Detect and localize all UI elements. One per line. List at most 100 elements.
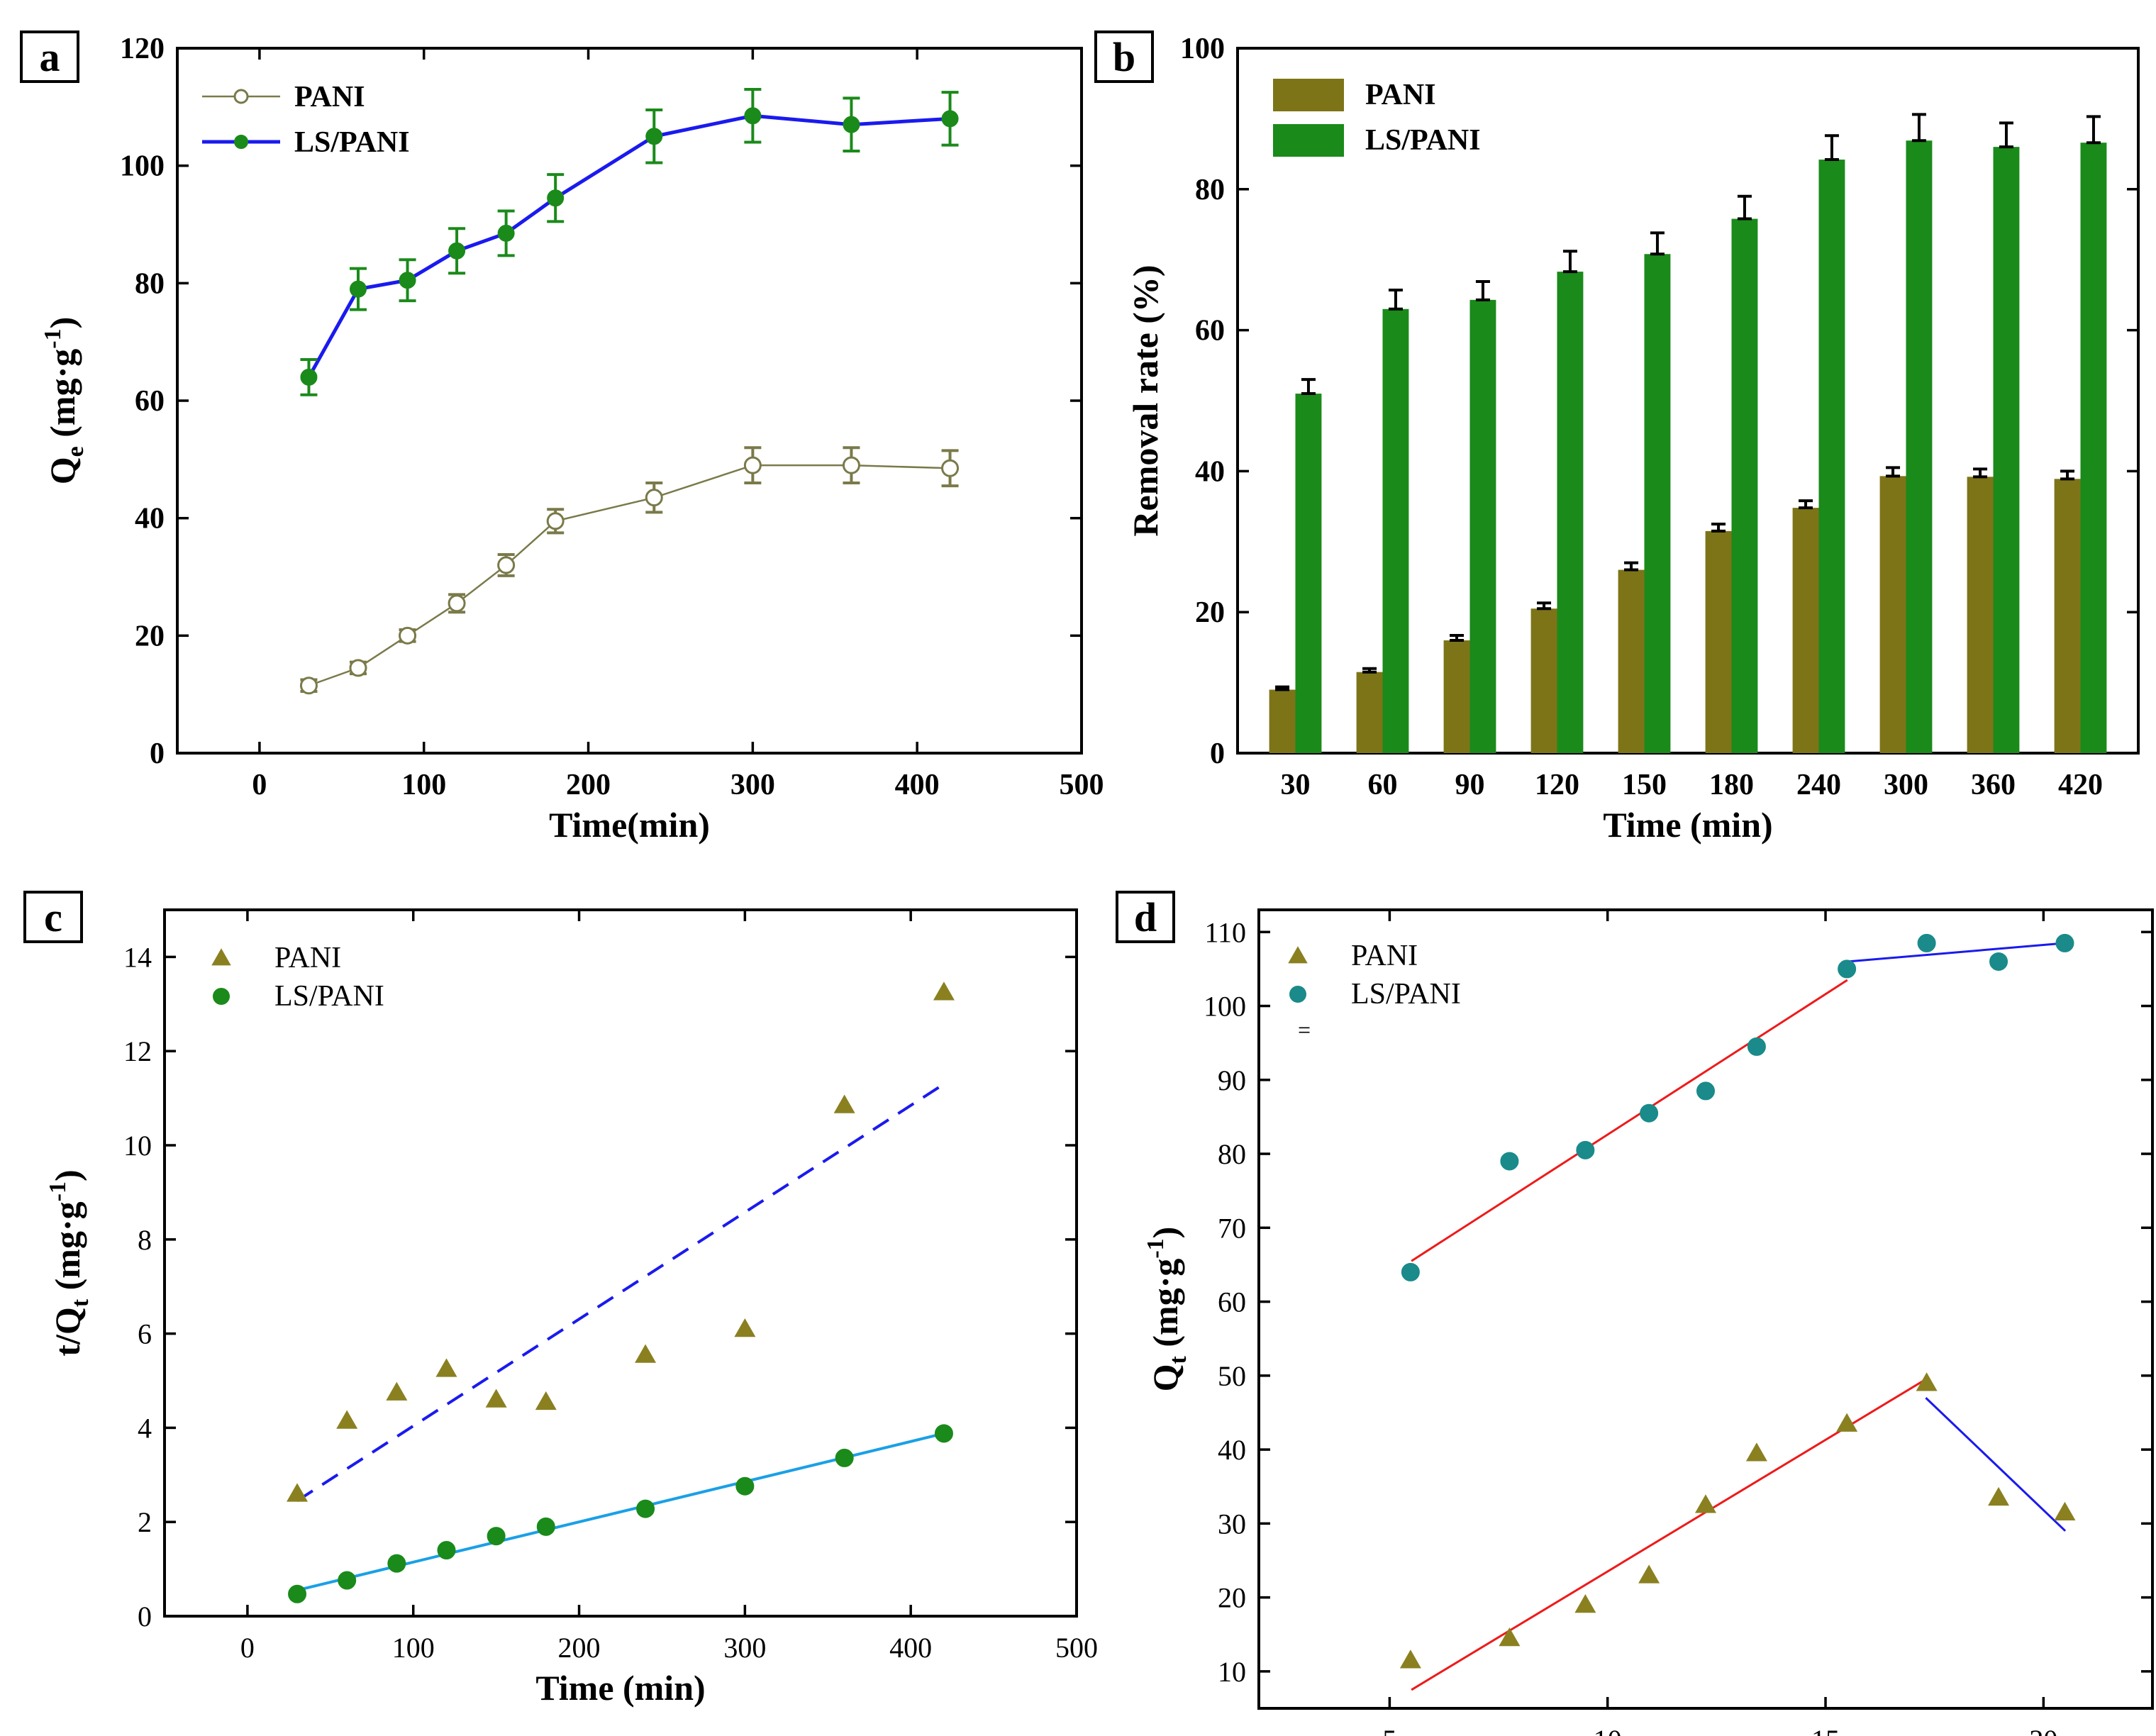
panel-b-label-box — [1094, 30, 1154, 83]
bar-LS/PANI — [1382, 308, 1409, 753]
y-title-close: ) — [43, 317, 82, 329]
panel-a-x-axis-title: Time(min) — [549, 805, 710, 845]
panel-b-ytick-label: 0 — [1210, 738, 1225, 770]
legend-label-LS/PANI: LS/PANI — [274, 980, 384, 1013]
bar-PANI — [1879, 476, 1906, 753]
data-point-PANI — [2054, 1501, 2076, 1520]
data-point-PANI — [435, 1358, 457, 1377]
y-title-superscript: -1 — [1143, 1238, 1169, 1258]
panel-c-label: c — [44, 894, 62, 940]
data-point-PANI — [546, 512, 565, 530]
panel-b-ytick-label: 100 — [1180, 33, 1225, 65]
panel-d-ytick-label: 70 — [1218, 1212, 1246, 1244]
data-point-LS/PANI — [941, 110, 959, 128]
data-point-PANI — [1574, 1594, 1596, 1613]
panel-c-frame — [163, 908, 1078, 1618]
data-point-LS/PANI — [497, 224, 515, 242]
panel-d-y-axis-title: Qt (mg·g-1) — [1143, 1227, 1191, 1392]
bar-PANI — [1792, 508, 1819, 753]
panel-a-ytick-label: 120 — [120, 33, 165, 65]
panel-a-ytick-label: 40 — [135, 503, 165, 535]
data-point-LS/PANI — [835, 1448, 854, 1467]
panel-d-ytick-label: 100 — [1204, 991, 1246, 1023]
bar-PANI — [2054, 479, 2081, 753]
bar-LS/PANI — [1818, 160, 1845, 753]
fit-line-LS/PANI — [1847, 942, 2066, 963]
data-point-LS/PANI — [1696, 1081, 1715, 1101]
panel-a-ytick-label: 100 — [120, 150, 165, 183]
data-point-LS/PANI — [1747, 1037, 1766, 1056]
data-point-PANI — [299, 677, 318, 695]
panel-a-xtick-label: 500 — [1060, 769, 1104, 801]
y-title-unit: (mg·g — [43, 349, 82, 446]
panel-a-chart: 0 20 40 60 80 100 120 0 100 200 300 400 500 PANI LS/PA… — [20, 30, 1104, 845]
y-title-close: ) — [1145, 1227, 1185, 1239]
data-point-PANI — [1916, 1372, 1938, 1391]
panel-c-xtick-label: 100 — [392, 1632, 435, 1664]
data-point-LS/PANI — [338, 1571, 357, 1590]
bar-PANI — [1356, 672, 1383, 753]
panel-a-ytick-label: 60 — [135, 385, 165, 418]
data-point-PANI — [448, 594, 466, 613]
y-title-subscript: t — [1165, 1355, 1191, 1364]
panel-a-label-box — [20, 30, 79, 83]
bar-PANI — [1618, 569, 1645, 753]
bar-PANI — [1967, 477, 1994, 753]
data-point-LS/PANI — [387, 1554, 406, 1573]
panel-c-xtick-label: 0 — [240, 1632, 255, 1664]
data-point-PANI — [1638, 1564, 1660, 1584]
data-point-LS/PANI — [1576, 1140, 1595, 1159]
bar-LS/PANI — [1295, 394, 1322, 753]
legend-swatch-LS/PANI — [1273, 124, 1344, 157]
legend-marker-PANI — [211, 948, 231, 966]
data-point-LS/PANI — [448, 242, 466, 260]
y-title-superscript: -1 — [40, 328, 66, 348]
data-point-PANI — [535, 1391, 557, 1410]
panel-c-xtick-label: 400 — [889, 1632, 932, 1664]
y-title-close: ) — [48, 1169, 87, 1181]
panel-c-ytick-label: 10 — [123, 1130, 152, 1162]
data-point-PANI — [635, 1344, 657, 1363]
data-point-PANI — [1836, 1413, 1858, 1432]
legend-label-LS/PANI: LS/PANI — [1365, 124, 1481, 157]
panel-c-ytick-label: 8 — [138, 1224, 152, 1256]
panel-c-ytick-label: 6 — [138, 1318, 152, 1350]
data-point-LS/PANI — [735, 1476, 755, 1496]
y-title-superscript: -1 — [45, 1181, 71, 1201]
fit-line-PANI — [296, 1082, 945, 1503]
bar-PANI — [1705, 530, 1732, 753]
data-point-LS/PANI — [843, 116, 860, 133]
panel-d-chart: 10 20 30 40 50 60 70 80 90 100 110 5 10 15 20 PANI LS/PA… — [1116, 891, 2154, 1736]
bar-LS/PANI — [1557, 272, 1584, 753]
data-point-LS/PANI — [645, 128, 663, 145]
panel-b-chart: 0 20 40 60 80 100 30 60 90 120 150 180 240 300 360 420 P… — [1094, 30, 2140, 845]
panel-b-label: b — [1113, 34, 1135, 80]
legend-label-LS/PANI: LS/PANI — [294, 126, 410, 159]
data-point-LS/PANI — [744, 107, 762, 125]
fit-line-PANI — [1925, 1397, 2067, 1532]
data-point-LS/PANI — [934, 1424, 953, 1443]
y-title-subscript: e — [62, 446, 89, 457]
data-point-PANI — [1988, 1486, 2010, 1506]
data-point-LS/PANI — [547, 189, 565, 207]
panel-b-xtick-label: 30 — [1281, 769, 1311, 801]
data-point-LS/PANI — [300, 368, 318, 386]
series-line-LS/PANI — [307, 113, 950, 379]
data-point-LS/PANI — [437, 1541, 456, 1560]
panel-d-xtick-label: 20 — [2029, 1724, 2057, 1736]
panel-b-ytick-label: 60 — [1195, 315, 1225, 347]
data-point-PANI — [833, 1094, 855, 1113]
panel-d-ytick-label: 60 — [1218, 1286, 1246, 1318]
data-point-LS/PANI — [399, 272, 416, 289]
panel-d-frame — [1257, 908, 2154, 1710]
data-point-LS/PANI — [636, 1499, 655, 1518]
data-point-PANI — [941, 459, 960, 477]
panel-d-ytick-label: 50 — [1218, 1360, 1246, 1392]
panel-d-ytick-label: 30 — [1218, 1508, 1246, 1540]
panel-c-ytick-label: 2 — [138, 1506, 152, 1538]
panel-b-xtick-label: 300 — [1884, 769, 1928, 801]
bar-PANI — [1443, 640, 1470, 753]
legend-marker-PANI — [233, 89, 249, 104]
data-point-PANI — [1695, 1494, 1716, 1513]
panel-d-stray-mark: = — [1298, 1017, 1311, 1042]
